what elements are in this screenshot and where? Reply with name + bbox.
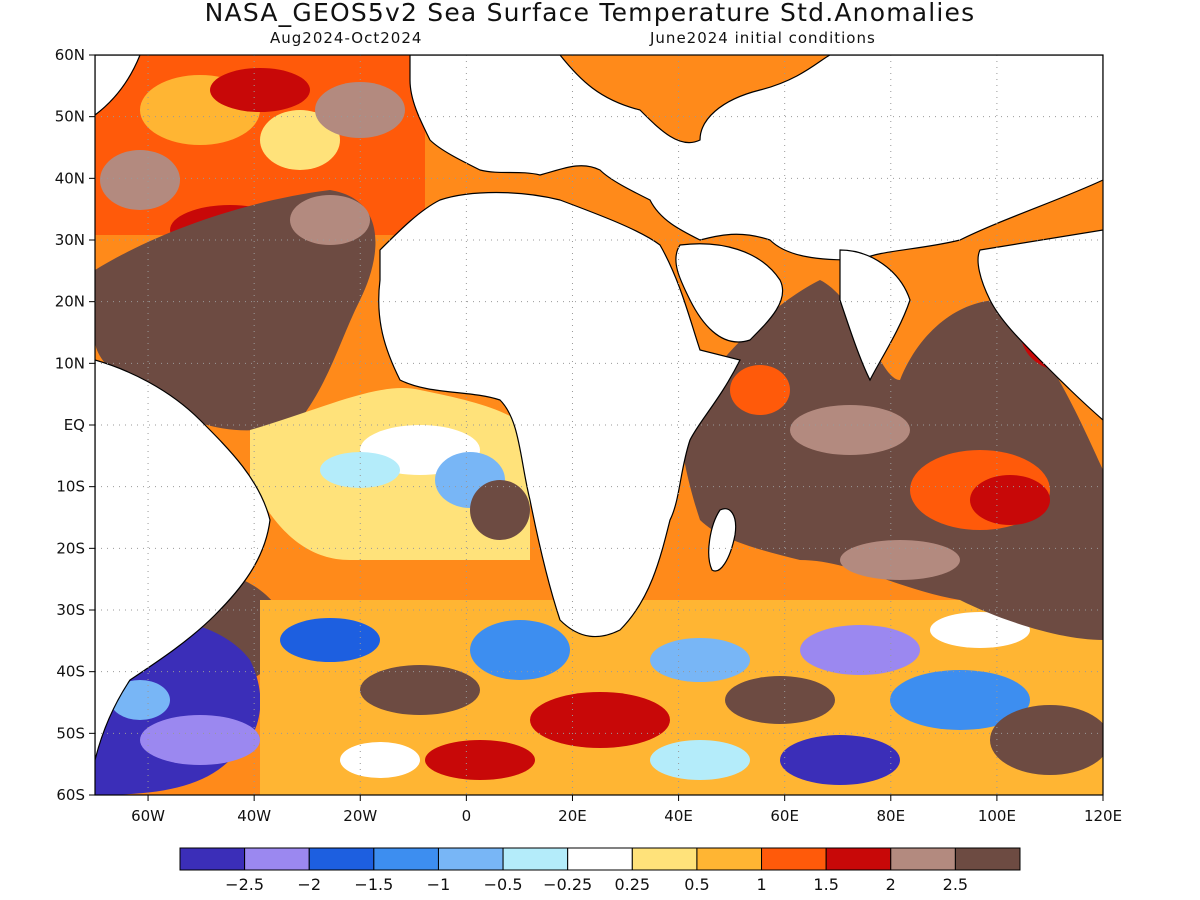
lat-tick-label: 10S <box>56 478 85 496</box>
lat-tick-label: EQ <box>64 416 85 434</box>
colorbar-label: 2.5 <box>943 875 968 894</box>
graticule <box>95 55 1103 795</box>
colorbar-swatch <box>179 847 246 871</box>
colorbar-label: −0.5 <box>484 875 523 894</box>
lat-tick-label: 30S <box>56 601 85 619</box>
africa-landmass <box>378 191 741 638</box>
colorbar-swatch <box>761 847 827 871</box>
colorbar-swatch <box>567 847 633 871</box>
colorbar-label: 0.5 <box>684 875 709 894</box>
lat-tick-label: 40S <box>56 663 85 681</box>
lat-tick-label: 60N <box>55 46 85 64</box>
lat-tick-label: 50S <box>56 724 85 742</box>
colorbar-label: −1 <box>427 875 451 894</box>
lat-tick-label: 40N <box>55 169 85 187</box>
india-subcontinent <box>839 249 911 382</box>
lon-tick-label: 100E <box>978 807 1016 825</box>
colorbar-swatch <box>696 847 763 871</box>
southeast-asia <box>977 229 1103 421</box>
land-masses <box>95 55 1103 761</box>
colorbar-swatch <box>308 847 375 871</box>
colorbar-swatch <box>502 847 569 871</box>
lon-tick-label: 0 <box>462 807 472 825</box>
lon-tick-label: 60W <box>131 807 165 825</box>
lat-tick-label: 30N <box>55 231 85 249</box>
lat-tick-label: 20N <box>55 293 85 311</box>
lon-tick-label: 20E <box>558 807 587 825</box>
colorbar-swatch <box>890 847 956 871</box>
initial-conditions: June2024 initial conditions <box>650 29 876 47</box>
arabian-peninsula <box>675 243 784 343</box>
colorbar-label: −2.5 <box>225 875 264 894</box>
lon-tick-label: 60E <box>770 807 799 825</box>
longitude-axis: 60W 40W 20W 0 20E 40E 60E 80E 100E 120E <box>131 795 1122 825</box>
lon-tick-label: 40W <box>237 807 271 825</box>
colorbar-label: −0.25 <box>543 875 592 894</box>
lon-tick-label: 20W <box>343 807 377 825</box>
colorbar-swatch <box>244 847 310 871</box>
lon-tick-label: 80E <box>877 807 906 825</box>
lat-tick-label: 50N <box>55 108 85 126</box>
colorbar-swatch <box>373 847 439 871</box>
colorbar-label: 1.5 <box>813 875 838 894</box>
south-america <box>95 359 271 761</box>
lat-tick-label: 60S <box>56 786 85 804</box>
map-title: NASA_GEOS5v2 Sea Surface Temperature Std… <box>204 0 976 27</box>
madagascar <box>708 508 737 572</box>
colorbar-label: 2 <box>886 875 896 894</box>
europe-landmass <box>409 55 1103 261</box>
lon-tick-label: 120E <box>1084 807 1122 825</box>
colorbar-label: 1 <box>756 875 766 894</box>
colorbar-label: −1.5 <box>354 875 393 894</box>
colorbar-swatch <box>825 847 892 871</box>
colorbar-legend: −2.5 −2 −1.5 −1 −0.5 −0.25 0.25 0.5 1 1.5 2 2.5 <box>179 847 1021 894</box>
colorbar-label: −2 <box>297 875 321 894</box>
latitude-axis: 60N 50N 40N 30N 20N 10N EQ 10S 20S 30S 40S 50S 60S <box>55 46 95 804</box>
colorbar-swatch <box>437 847 504 871</box>
colorbar-swatch <box>631 847 698 871</box>
forecast-period: Aug2024-Oct2024 <box>270 29 423 47</box>
colorbar-swatch <box>954 847 1021 871</box>
lon-tick-label: 40E <box>664 807 693 825</box>
lat-tick-label: 20S <box>56 539 85 557</box>
north-america <box>95 55 141 116</box>
colorbar-label: 0.25 <box>614 875 650 894</box>
lat-tick-label: 10N <box>55 354 85 372</box>
